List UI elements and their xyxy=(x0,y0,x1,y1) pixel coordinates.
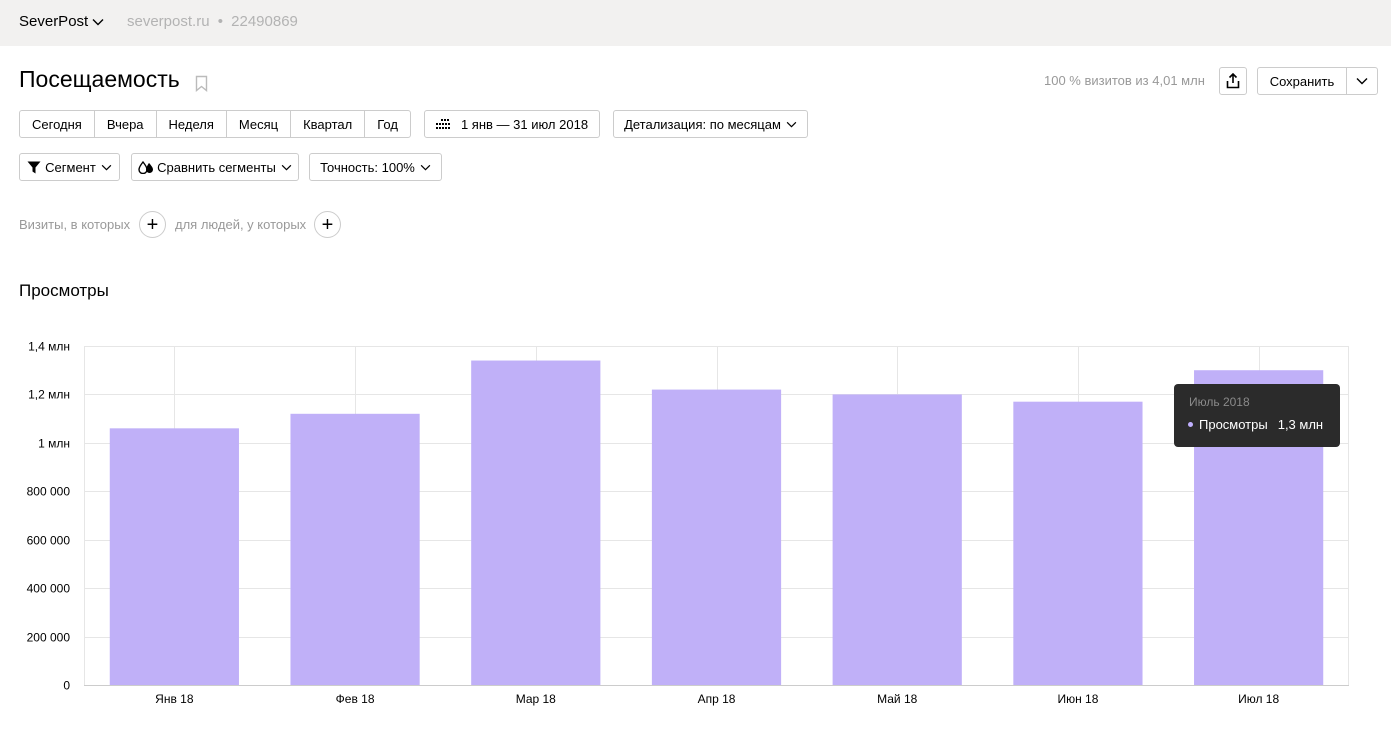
tooltip-series: Просмотры xyxy=(1199,417,1268,432)
accuracy-dropdown[interactable]: Точность: 100% xyxy=(309,153,442,181)
x-tick-label: Янв 18 xyxy=(155,692,194,706)
bar xyxy=(109,428,239,685)
drops-icon xyxy=(138,160,154,174)
series-color-dot xyxy=(1188,422,1193,427)
x-tick-label: Май 18 xyxy=(877,692,918,706)
accuracy-label: Точность: 100% xyxy=(320,159,415,175)
chevron-down-icon xyxy=(101,164,112,171)
site-meta: severpost.ru • 22490869 xyxy=(127,13,298,30)
chevron-down-icon xyxy=(786,121,797,128)
segment-dropdown[interactable]: Сегмент xyxy=(19,153,120,181)
tooltip-value: 1,3 млн xyxy=(1277,417,1324,432)
y-tick-label: 1,2 млн xyxy=(28,388,70,402)
export-button[interactable] xyxy=(1219,67,1247,95)
x-tick-label: Апр 18 xyxy=(698,692,736,706)
plus-icon: + xyxy=(321,213,334,236)
chevron-down-icon xyxy=(420,164,431,171)
visits-summary: 100 % визитов из 4,01 млн xyxy=(1044,73,1205,88)
chevron-down-icon xyxy=(1356,78,1368,85)
date-range-button[interactable]: 1 янв — 31 июл 2018 xyxy=(424,110,600,138)
visits-filter-label: Визиты, в которых xyxy=(19,217,131,232)
chart-title: Просмотры xyxy=(19,281,109,300)
x-tick-label: Фев 18 xyxy=(336,692,375,706)
add-visit-condition-button[interactable]: + xyxy=(139,211,166,238)
period-year[interactable]: Год xyxy=(377,116,398,132)
compare-segments-dropdown[interactable]: Сравнить сегменты xyxy=(131,153,299,181)
period-week[interactable]: Неделя xyxy=(157,111,227,137)
site-selector[interactable]: SeverPost xyxy=(19,13,104,30)
date-range-label: 1 янв — 31 июл 2018 xyxy=(460,116,589,132)
pageviews-bar-chart: 0 200 000 400 000 600 000 800 000 1 млн 1,2 мл… xyxy=(27,340,1349,706)
save-button[interactable]: Сохранить xyxy=(1257,67,1347,95)
period-month[interactable]: Месяц xyxy=(227,111,292,137)
period-quarter[interactable]: Квартал xyxy=(291,111,366,137)
meta-separator: • xyxy=(217,13,223,30)
y-tick-label: 800 000 xyxy=(27,485,71,499)
x-tick-label: Мар 18 xyxy=(516,692,556,706)
bar xyxy=(651,389,782,685)
period-yesterday[interactable]: Вчера xyxy=(95,111,157,137)
y-tick-label: 600 000 xyxy=(27,534,71,548)
detalization-label: Детализация: по месяцам xyxy=(624,116,781,132)
segment-label: Сегмент xyxy=(45,159,96,175)
bar xyxy=(290,413,420,685)
chevron-down-icon xyxy=(92,18,104,25)
detalization-dropdown[interactable]: Детализация: по месяцам xyxy=(613,110,808,138)
tooltip-title: Июль 2018 xyxy=(1189,395,1250,409)
site-name: SeverPost xyxy=(19,13,89,30)
top-bar: SeverPost severpost.ru • 22490869 xyxy=(0,0,1391,46)
add-people-condition-button[interactable]: + xyxy=(314,211,341,238)
compare-segments-label: Сравнить сегменты xyxy=(157,159,276,175)
bookmark-icon[interactable] xyxy=(195,75,208,92)
save-options-button[interactable] xyxy=(1346,67,1378,95)
y-tick-label: 1 млн xyxy=(38,437,70,451)
calendar-icon xyxy=(435,118,450,129)
site-domain: severpost.ru xyxy=(127,13,210,30)
bar xyxy=(1013,401,1143,685)
save-button-label: Сохранить xyxy=(1269,73,1335,89)
tooltip-row: Просмотры 1,3 млн xyxy=(1188,417,1323,432)
filter-icon xyxy=(27,161,41,173)
bar xyxy=(832,394,962,685)
people-filter-label: для людей, у которых xyxy=(175,217,307,232)
x-tick-label: Июн 18 xyxy=(1057,692,1098,706)
chevron-down-icon xyxy=(281,164,292,171)
y-tick-label: 0 xyxy=(63,679,70,693)
y-tick-label: 200 000 xyxy=(27,631,71,645)
period-today[interactable]: Сегодня xyxy=(20,111,95,137)
plus-icon: + xyxy=(146,213,159,236)
chart-tooltip: Июль 2018 Просмотры 1,3 млн xyxy=(1174,384,1340,447)
x-tick-label: Июл 18 xyxy=(1238,692,1279,706)
export-icon xyxy=(1226,73,1240,89)
y-tick-label: 400 000 xyxy=(27,582,71,596)
page-title: Посещаемость xyxy=(19,66,180,92)
period-selector: Сегодня Вчера Неделя Месяц Квартал Год xyxy=(19,110,411,138)
y-tick-label: 1,4 млн xyxy=(28,340,70,354)
counter-id: 22490869 xyxy=(231,13,298,30)
bar xyxy=(471,360,601,685)
